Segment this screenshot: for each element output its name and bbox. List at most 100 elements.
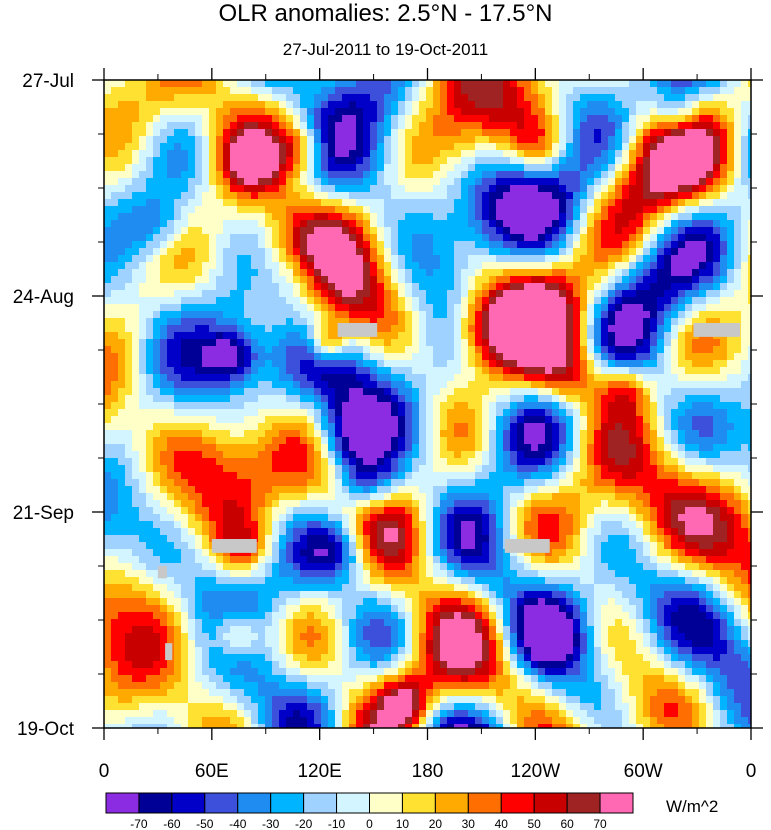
heatmap-cell <box>559 290 567 298</box>
heatmap-cell <box>524 129 532 137</box>
heatmap-cell <box>650 80 658 88</box>
heatmap-cell <box>384 255 392 263</box>
heatmap-cell <box>615 101 623 109</box>
heatmap-cell <box>594 297 602 305</box>
heatmap-cell <box>531 402 539 410</box>
heatmap-cell <box>125 220 133 228</box>
heatmap-cell <box>405 199 413 207</box>
heatmap-cell <box>293 164 301 172</box>
heatmap-cell <box>293 395 301 403</box>
heatmap-cell <box>223 199 231 207</box>
heatmap-cell <box>188 101 196 109</box>
heatmap-cell <box>244 241 252 249</box>
heatmap-cell <box>335 164 343 172</box>
heatmap-cell <box>216 304 224 312</box>
heatmap-cell <box>608 164 616 172</box>
heatmap-cell <box>545 325 553 333</box>
heatmap-cell <box>118 108 126 116</box>
heatmap-cell <box>286 185 294 193</box>
heatmap-cell <box>622 108 630 116</box>
heatmap-cell <box>615 122 623 130</box>
heatmap-cell <box>293 136 301 144</box>
heatmap-cell <box>496 178 504 186</box>
heatmap-cell <box>104 339 112 347</box>
heatmap-cell <box>671 178 679 186</box>
heatmap-cell <box>188 248 196 256</box>
heatmap-cell <box>748 101 752 109</box>
heatmap-cell <box>629 129 637 137</box>
heatmap-cell <box>181 108 189 116</box>
heatmap-cell <box>671 325 679 333</box>
heatmap-cell <box>720 381 728 389</box>
heatmap-cell <box>328 423 336 431</box>
heatmap-cell <box>426 129 434 137</box>
heatmap-cell <box>538 220 546 228</box>
heatmap-cell <box>482 192 490 200</box>
heatmap-cell <box>706 339 714 347</box>
heatmap-cell <box>293 262 301 270</box>
heatmap-cell <box>475 178 483 186</box>
heatmap-cell <box>587 297 595 305</box>
heatmap-cell <box>412 136 420 144</box>
heatmap-cell <box>146 262 154 270</box>
heatmap-cell <box>209 213 217 221</box>
heatmap-cell <box>664 129 672 137</box>
heatmap-cell <box>405 248 413 256</box>
heatmap-cell <box>195 437 203 445</box>
heatmap-cell <box>349 451 357 459</box>
heatmap-cell <box>454 164 462 172</box>
heatmap-cell <box>139 164 147 172</box>
heatmap-cell <box>125 325 133 333</box>
heatmap-cell <box>370 122 378 130</box>
heatmap-cell <box>615 402 623 410</box>
heatmap-cell <box>650 241 658 249</box>
heatmap-cell <box>566 115 574 123</box>
heatmap-cell <box>251 171 259 179</box>
heatmap-cell <box>496 430 504 438</box>
heatmap-cell <box>174 143 182 151</box>
heatmap-cell <box>531 150 539 158</box>
heatmap-cell <box>265 290 273 298</box>
heatmap-cell <box>321 325 329 333</box>
heatmap-cell <box>258 227 266 235</box>
heatmap-cell <box>265 395 273 403</box>
heatmap-cell <box>188 367 196 375</box>
heatmap-cell <box>265 157 273 165</box>
heatmap-cell <box>748 122 752 130</box>
heatmap-cell <box>538 101 546 109</box>
heatmap-cell <box>391 367 399 375</box>
heatmap-cell <box>405 395 413 403</box>
heatmap-cell <box>496 339 504 347</box>
heatmap-cell <box>174 80 182 88</box>
heatmap-cell <box>223 220 231 228</box>
heatmap-cell <box>468 122 476 130</box>
heatmap-cell <box>419 304 427 312</box>
heatmap-cell <box>615 136 623 144</box>
heatmap-cell <box>489 346 497 354</box>
heatmap-cell <box>363 409 371 417</box>
heatmap-cell <box>657 192 665 200</box>
heatmap-cell <box>545 297 553 305</box>
heatmap-cell <box>643 437 651 445</box>
heatmap-cell <box>643 332 651 340</box>
heatmap-cell <box>720 178 728 186</box>
heatmap-cell <box>475 430 483 438</box>
heatmap-cell <box>692 129 700 137</box>
heatmap-cell <box>293 94 301 102</box>
heatmap-cell <box>734 206 742 214</box>
heatmap-cell <box>699 297 707 305</box>
heatmap-cell <box>174 423 182 431</box>
heatmap-cell <box>188 374 196 382</box>
heatmap-cell <box>314 276 322 284</box>
heatmap-cell <box>454 269 462 277</box>
heatmap-cell <box>391 423 399 431</box>
heatmap-cell <box>349 269 357 277</box>
heatmap-cell <box>559 206 567 214</box>
heatmap-cell <box>153 416 161 424</box>
heatmap-cell <box>510 164 518 172</box>
heatmap-cell <box>202 290 210 298</box>
heatmap-cell <box>489 283 497 291</box>
heatmap-cell <box>272 248 280 256</box>
heatmap-cell <box>293 171 301 179</box>
heatmap-cell <box>608 206 616 214</box>
